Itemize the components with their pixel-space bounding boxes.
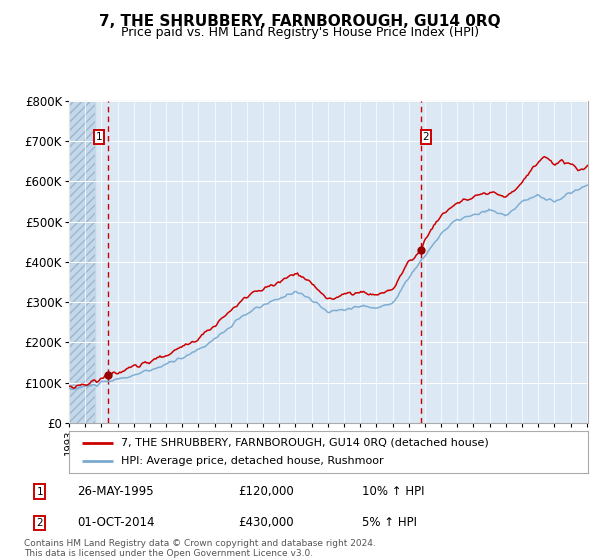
- Text: 01-OCT-2014: 01-OCT-2014: [77, 516, 155, 529]
- Text: 10% ↑ HPI: 10% ↑ HPI: [362, 485, 425, 498]
- Text: Contains HM Land Registry data © Crown copyright and database right 2024.
This d: Contains HM Land Registry data © Crown c…: [24, 539, 376, 558]
- Text: 1: 1: [37, 487, 43, 497]
- Text: 26-MAY-1995: 26-MAY-1995: [77, 485, 154, 498]
- Bar: [69, 101, 95, 423]
- Text: 7, THE SHRUBBERY, FARNBOROUGH, GU14 0RQ: 7, THE SHRUBBERY, FARNBOROUGH, GU14 0RQ: [99, 14, 501, 29]
- Text: 2: 2: [37, 518, 43, 528]
- Text: 1: 1: [95, 132, 102, 142]
- Text: 5% ↑ HPI: 5% ↑ HPI: [362, 516, 418, 529]
- Text: 7, THE SHRUBBERY, FARNBOROUGH, GU14 0RQ (detached house): 7, THE SHRUBBERY, FARNBOROUGH, GU14 0RQ …: [121, 438, 488, 448]
- Text: HPI: Average price, detached house, Rushmoor: HPI: Average price, detached house, Rush…: [121, 456, 383, 466]
- Bar: [69, 101, 95, 423]
- Text: £430,000: £430,000: [238, 516, 294, 529]
- Text: 2: 2: [422, 132, 429, 142]
- Text: £120,000: £120,000: [238, 485, 294, 498]
- Text: Price paid vs. HM Land Registry's House Price Index (HPI): Price paid vs. HM Land Registry's House …: [121, 26, 479, 39]
